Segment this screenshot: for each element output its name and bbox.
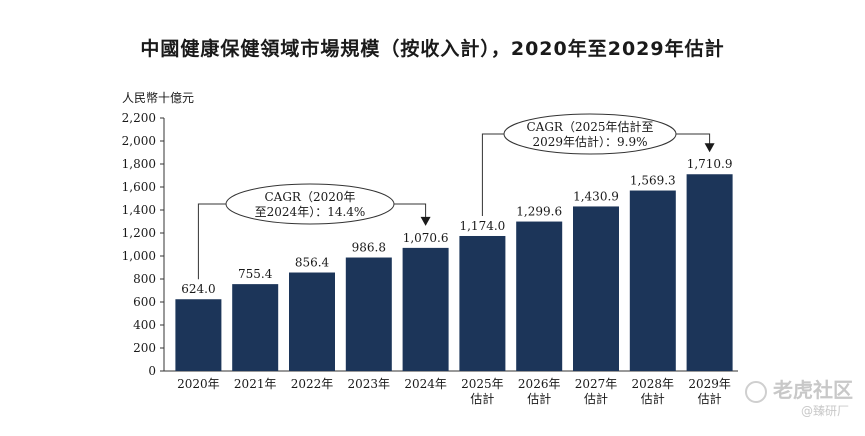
bar-value-label: 755.4 (238, 267, 273, 281)
cagr-annotation-text: 2029年估計）：9.9% (532, 134, 647, 149)
y-tick-label: 0 (148, 364, 156, 378)
bar (402, 247, 449, 371)
bar (629, 190, 676, 371)
cagr-annotation-text: CAGR（2025年估計至 (526, 119, 653, 134)
x-tick-label: 2029年 (688, 377, 731, 391)
x-tick-label: 估計 (527, 391, 551, 406)
watermark-subtext: @臻研厂 (800, 404, 849, 418)
bar-value-label: 986.8 (352, 241, 386, 255)
bar-value-label: 624.0 (181, 282, 215, 296)
bar (289, 272, 335, 371)
y-tick-label: 1,000 (122, 249, 156, 263)
cagr-arrow-icon (704, 143, 715, 153)
y-tick-label: 1,200 (122, 226, 156, 240)
tiger-logo-icon (745, 380, 767, 403)
bar (232, 284, 279, 371)
y-tick-label: 400 (133, 318, 156, 332)
x-tick-label: 2028年 (632, 377, 675, 391)
bar-value-label: 1,070.6 (403, 231, 449, 245)
cagr-bubble (503, 113, 677, 155)
x-tick-label: 估計 (470, 391, 494, 406)
y-tick-label: 800 (133, 272, 156, 286)
cagr-connector-line (394, 203, 427, 218)
bar (175, 299, 222, 371)
cagr-connector-line (676, 133, 711, 145)
bar-value-label: 1,430.9 (573, 189, 619, 203)
y-tick-label: 1,400 (122, 203, 156, 217)
bar (345, 257, 392, 371)
cagr-connector-line (197, 203, 226, 280)
watermark-text: 老虎社区 (773, 378, 853, 402)
bar-value-label: 1,174.0 (459, 219, 505, 233)
watermark: 老虎社区 @臻研厂 (745, 374, 853, 418)
y-tick-label: 200 (133, 341, 156, 355)
bar (686, 174, 733, 371)
cagr-bubble (225, 183, 395, 225)
bar-value-label: 856.4 (295, 256, 330, 270)
y-tick-label: 2,000 (122, 134, 156, 148)
y-tick-label: 2,200 (122, 111, 156, 125)
x-tick-label: 估計 (584, 391, 608, 406)
bar (573, 206, 619, 371)
y-tick-label: 1,600 (122, 180, 156, 194)
bar (516, 221, 563, 371)
chart-title: 中國健康保健領域市場規模（按收入計），2020年至2029年估計 (140, 38, 725, 60)
y-axis-unit-label: 人民幣十億元 (122, 91, 195, 105)
cagr-annotation-text: CAGR（2020年 (264, 190, 355, 204)
bar-value-label: 1,299.6 (516, 205, 562, 219)
x-tick-label: 2021年 (234, 377, 277, 391)
x-tick-label: 估計 (641, 391, 665, 406)
x-tick-label: 2022年 (291, 377, 334, 391)
x-tick-label: 2023年 (348, 377, 391, 391)
x-tick-label: 2025年 (461, 377, 504, 391)
x-tick-label: 2027年 (575, 377, 618, 391)
cagr-connector-line (481, 133, 504, 216)
y-tick-label: 600 (133, 295, 156, 309)
x-tick-label: 2024年 (404, 377, 447, 391)
cagr-arrow-icon (420, 216, 431, 226)
x-tick-label: 2026年 (518, 377, 561, 391)
y-tick-label: 1,800 (122, 157, 156, 171)
x-tick-label: 估計 (698, 391, 722, 406)
cagr-annotation-text: 至2024年）：14.4% (255, 205, 366, 219)
bar-value-label: 1,710.9 (687, 157, 733, 171)
bar-value-label: 1,569.3 (630, 174, 676, 188)
bar (459, 235, 506, 371)
x-tick-label: 2020年 (177, 377, 220, 391)
